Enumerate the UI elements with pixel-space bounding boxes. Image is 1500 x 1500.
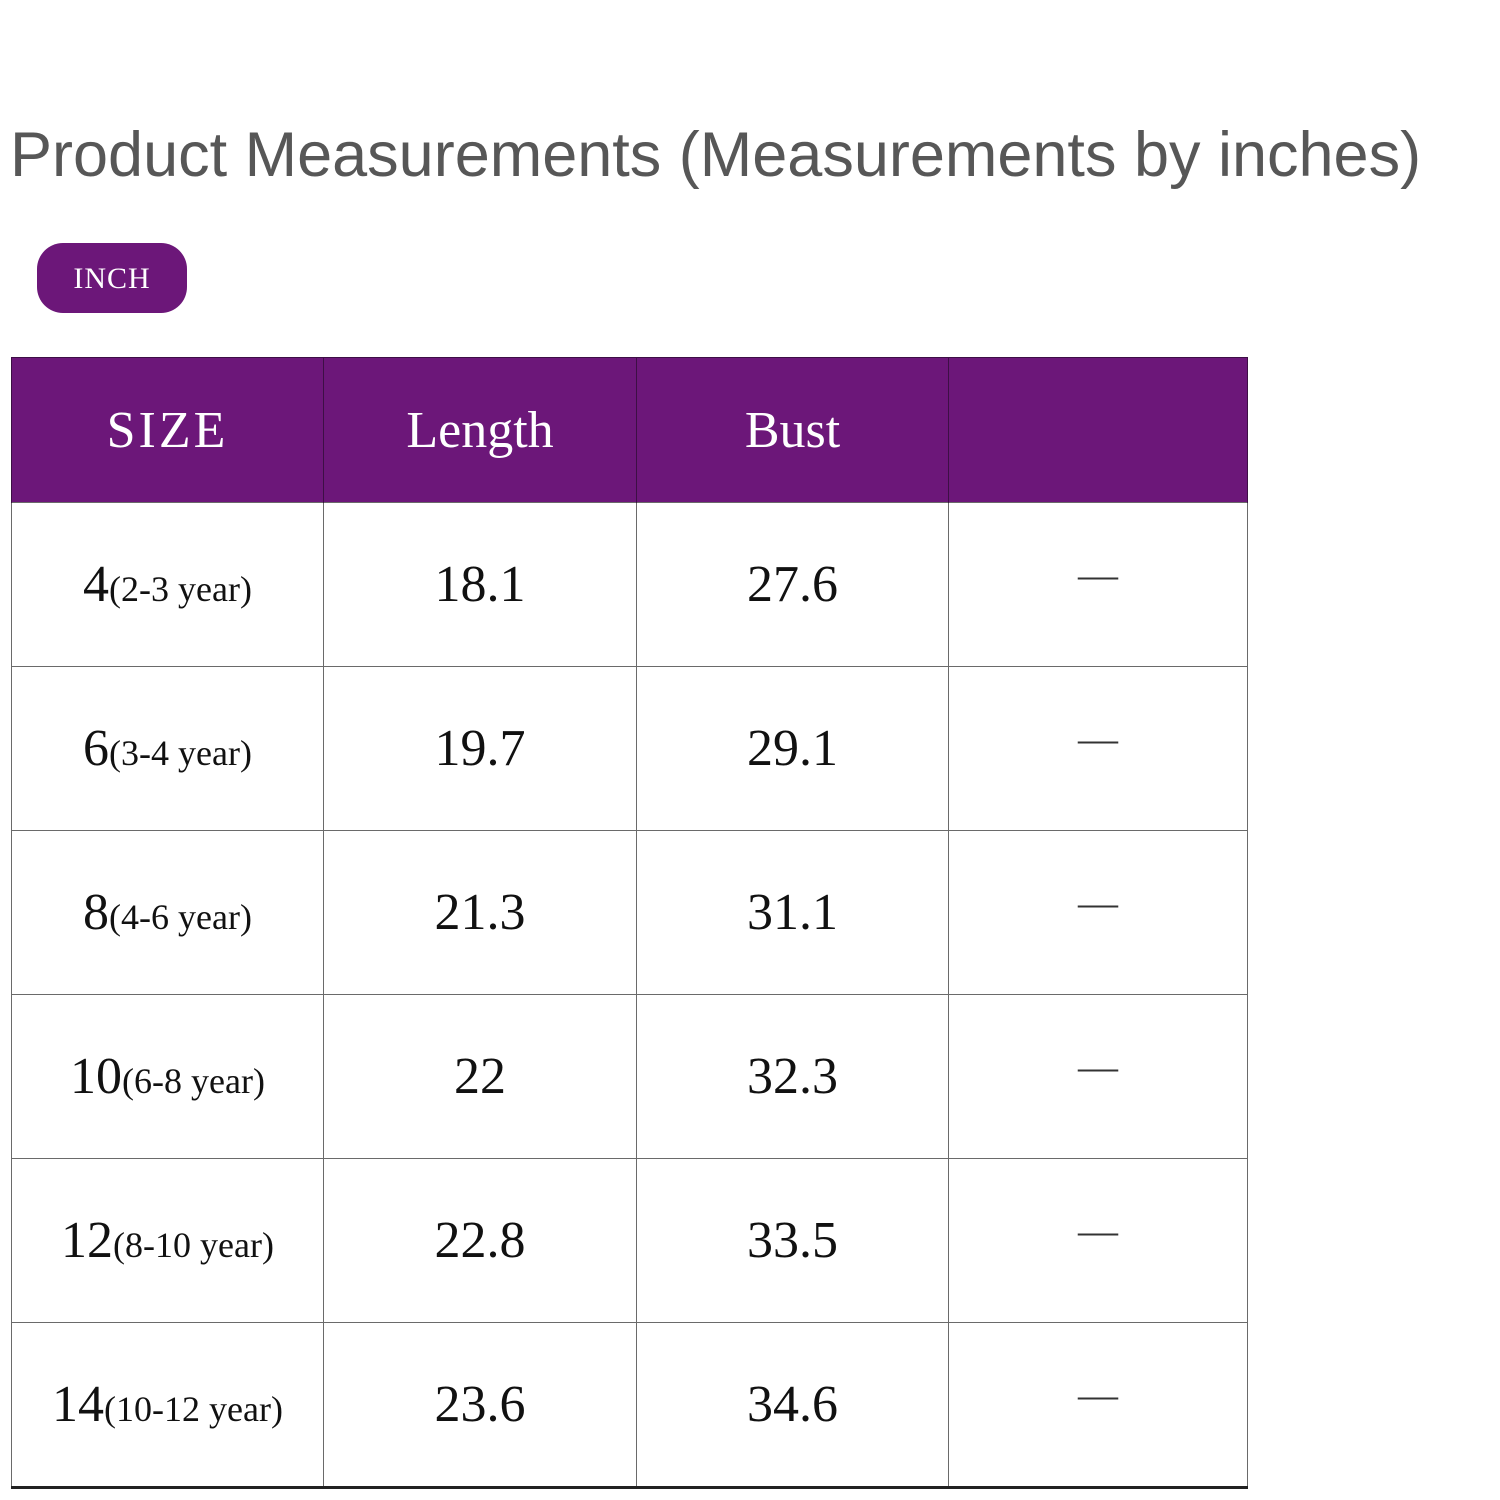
bust-cell: 32.3 <box>636 994 949 1159</box>
length-cell: 22 <box>323 994 637 1159</box>
header-empty <box>948 357 1248 503</box>
size-cell: 6(3-4 year) <box>11 666 324 831</box>
header-bust: Bust <box>636 357 949 503</box>
extra-cell: — <box>948 502 1248 667</box>
size-age: (8-10 year) <box>113 1225 274 1265</box>
extra-cell: — <box>948 830 1248 995</box>
length-cell: 19.7 <box>323 666 637 831</box>
size-age: (2-3 year) <box>109 569 252 609</box>
size-cell: 14(10-12 year) <box>11 1322 324 1489</box>
size-cell: 10(6-8 year) <box>11 994 324 1159</box>
table-row: 12(8-10 year) 22.8 33.5 — <box>11 1158 1248 1323</box>
table-row: 4(2-3 year) 18.1 27.6 — <box>11 502 1248 667</box>
size-cell: 4(2-3 year) <box>11 502 324 667</box>
size-cell: 8(4-6 year) <box>11 830 324 995</box>
bust-cell: 33.5 <box>636 1158 949 1323</box>
bust-cell: 31.1 <box>636 830 949 995</box>
header-length: Length <box>323 357 637 503</box>
length-cell: 23.6 <box>323 1322 637 1489</box>
size-number: 12 <box>61 1212 114 1269</box>
size-age: (4-6 year) <box>109 897 252 937</box>
length-cell: 22.8 <box>323 1158 637 1323</box>
bust-cell: 34.6 <box>636 1322 949 1489</box>
page-title: Product Measurements (Measurements by in… <box>10 120 1422 190</box>
size-age: (3-4 year) <box>109 733 252 773</box>
table-row: 6(3-4 year) 19.7 29.1 — <box>11 666 1248 831</box>
bust-cell: 29.1 <box>636 666 949 831</box>
size-chart-table: SIZE Length Bust 4(2-3 year) 18.1 27.6 —… <box>11 357 1248 1489</box>
unit-badge: INCH <box>37 243 187 313</box>
extra-cell: — <box>948 1322 1248 1489</box>
size-cell: 12(8-10 year) <box>11 1158 324 1323</box>
size-number: 10 <box>70 1048 123 1105</box>
extra-cell: — <box>948 994 1248 1159</box>
size-number: 6 <box>83 720 110 777</box>
table-row: 10(6-8 year) 22 32.3 — <box>11 994 1248 1159</box>
table-row: 14(10-12 year) 23.6 34.6 — <box>11 1322 1248 1489</box>
header-size: SIZE <box>11 357 324 503</box>
size-age: (10-12 year) <box>104 1389 283 1429</box>
table-row: 8(4-6 year) 21.3 31.1 — <box>11 830 1248 995</box>
extra-cell: — <box>948 1158 1248 1323</box>
table-header-row: SIZE Length Bust <box>11 357 1248 503</box>
size-age: (6-8 year) <box>122 1061 265 1101</box>
length-cell: 18.1 <box>323 502 637 667</box>
length-cell: 21.3 <box>323 830 637 995</box>
size-number: 4 <box>83 556 110 613</box>
size-number: 14 <box>52 1376 105 1433</box>
extra-cell: — <box>948 666 1248 831</box>
bust-cell: 27.6 <box>636 502 949 667</box>
size-number: 8 <box>83 884 110 941</box>
